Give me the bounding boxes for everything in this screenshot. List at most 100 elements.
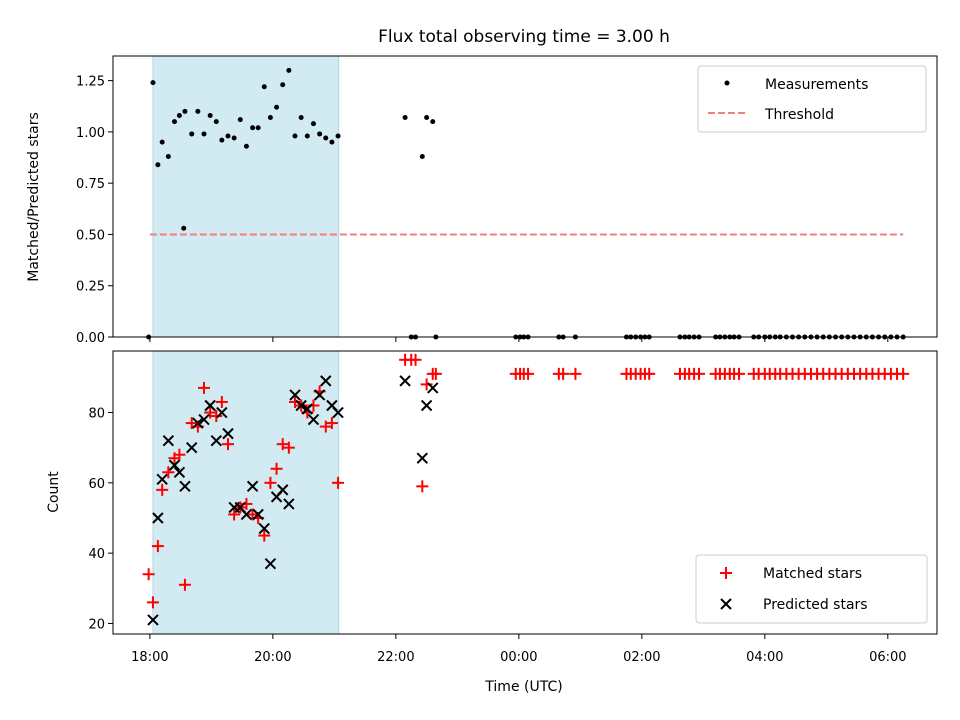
matched-star-point [198,381,211,394]
measurement-point [255,125,261,131]
matched-star-point [258,529,271,542]
ratio-panel: 0.00 0.25 0.50 0.75 1.00 1.25 Matched/Predict… [26,55,938,346]
predicted-star-point [295,399,307,412]
observing-window-shade [152,350,340,635]
predicted-star-point [399,375,411,387]
count-legend-box [695,554,928,624]
predicted-star-point [427,382,439,394]
measurement-point [250,125,256,131]
matched-star-point [332,476,345,489]
matched-star-point [185,417,198,430]
matched-star-point [146,596,159,609]
predicted-star-point [307,413,320,426]
measurement-point [231,135,237,141]
ratio-y-axis-label: Matched/Predicted stars [26,112,42,282]
y-tick-label: 1.00 [76,126,105,141]
predicted-star-point [252,508,264,521]
measurement-point [181,225,187,231]
measurement-point [155,162,161,168]
shaded-region [152,350,340,635]
predicted-star-point [179,480,191,493]
measurement-point [189,131,195,137]
legend-matched-label: Matched stars [763,566,862,582]
matched-star-point [264,476,277,489]
matched-star-point [156,483,169,496]
predicted-star-point [320,375,332,387]
ratio-axes-frame [112,55,938,338]
measurement-point [150,80,156,86]
measurement-point [310,121,316,127]
measurement-point [243,143,249,149]
matched-star-point [569,367,582,380]
measurement-point [323,135,329,141]
measurement-point [292,133,298,139]
count-y-axis-label: Count [46,471,62,513]
count-y-ticks: 20 40 60 80 [88,407,113,632]
x-tick-label: 04:00 [746,650,783,665]
measurement-point [207,112,213,118]
ratio-y-ticks: 0.00 0.25 0.50 0.75 1.00 1.25 [76,75,113,346]
matched-star-point [897,367,910,380]
legend-predicted-label: Predicted stars [763,597,868,613]
legend-matched-marker [720,567,732,579]
matched-star-point [151,540,164,553]
predicted-star-point [258,522,270,535]
matched-star-point [732,367,745,380]
count-x-ticks: 18:00 20:00 22:00 00:00 02:00 04:00 06:00 [131,634,907,665]
predicted-star-point [313,389,326,401]
matched-star-point [221,438,234,451]
measurement-point [317,131,323,137]
legend-predicted-marker [720,598,732,610]
y-tick-label: 60 [88,477,105,492]
measurement-point [195,108,201,114]
shaded-region [152,55,340,338]
matched-star-point [204,406,217,419]
matched-star-point [162,466,175,479]
y-tick-label: 20 [88,617,105,632]
predicted-star-point [301,403,314,415]
measurement-point [329,139,335,145]
matched-star-point [215,395,228,408]
predicted-star-point [222,427,234,440]
count-axes-frame [112,350,938,635]
measurement-point [304,133,310,139]
measurement-point [280,82,286,88]
matched-star-point [693,367,706,380]
y-tick-label: 80 [88,407,105,422]
predicted-star-point [186,441,198,454]
matched-star-point [282,441,295,454]
ratio-legend: Measurements Threshold [697,65,927,133]
x-tick-label: 20:00 [254,650,291,665]
legend-measurements-marker [724,80,730,86]
chart-title: Flux total observing time = 3.00 h [378,27,670,47]
count-points [142,353,910,626]
measurement-point [335,133,341,139]
measurement-point [274,104,280,110]
y-tick-label: 0.00 [76,331,105,346]
matched-star-point [429,367,442,380]
predicted-star-point [289,389,301,401]
measurement-point [261,84,267,90]
legend-measurements-label: Measurements [765,77,868,93]
predicted-star-point [332,406,344,419]
measurement-point [176,112,182,118]
predicted-star-point [198,413,210,426]
predicted-star-point [416,452,429,464]
x-tick-label: 22:00 [377,650,414,665]
matched-star-point [276,438,289,451]
matched-star-point [270,462,283,475]
matched-star-point [142,568,155,581]
y-tick-label: 1.25 [76,75,105,90]
ratio-legend-box [697,65,927,133]
measurement-point [219,137,225,143]
measurement-point [298,115,304,121]
legend-threshold-label: Threshold [764,107,834,123]
measurement-point [424,115,430,121]
predicted-star-point [168,459,181,471]
y-tick-label: 0.75 [76,177,105,192]
predicted-star-point [204,399,216,412]
y-tick-label: 0.25 [76,280,105,295]
predicted-star-point [246,480,259,493]
matched-star-point [173,448,186,461]
